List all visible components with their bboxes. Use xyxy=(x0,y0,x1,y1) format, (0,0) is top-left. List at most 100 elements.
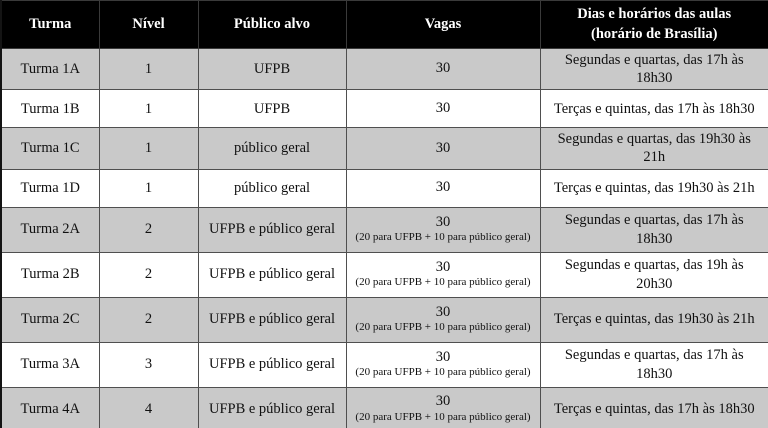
cell-dias-horarios: Terças e quintas, das 17h às 18h30 xyxy=(539,89,768,129)
cell-nivel: 1 xyxy=(98,168,199,208)
vagas-value: 30 xyxy=(435,303,451,320)
vagas-value: 30 xyxy=(435,179,451,196)
cell-publico-alvo: público geral xyxy=(197,127,347,170)
vagas-value: 30 xyxy=(435,348,451,365)
table-row: Turma 3A 3 UFPB e público geral 30 (20 p… xyxy=(0,341,768,388)
vagas-value: 30 xyxy=(435,213,451,230)
cell-publico-alvo: UFPB e público geral xyxy=(197,296,347,343)
cell-publico-alvo: UFPB e público geral xyxy=(197,341,347,388)
table-row: Turma 4A 4 UFPB e público geral 30 (20 p… xyxy=(0,386,768,428)
cell-turma: Turma 4A xyxy=(0,386,100,428)
table-row: Turma 1D 1 público geral 30 Terças e qui… xyxy=(0,168,768,208)
vagas-detail: (20 para UFPB + 10 para público geral) xyxy=(355,321,531,334)
turma-value: Turma 2A xyxy=(20,221,81,238)
publico-value: UFPB e público geral xyxy=(208,356,336,373)
nivel-value: 3 xyxy=(144,356,153,373)
cell-dias-horarios: Segundas e quartas, das 17h às 18h30 xyxy=(539,206,768,253)
table-row: Turma 1A 1 UFPB 30 Segundas e quartas, d… xyxy=(0,47,768,91)
cell-vagas: 30 (20 para UFPB + 10 para público geral… xyxy=(345,296,541,343)
publico-value: público geral xyxy=(233,140,311,157)
nivel-value: 1 xyxy=(144,140,153,157)
cell-dias-horarios: Segundas e quartas, das 17h às 18h30 xyxy=(539,341,768,388)
cell-dias-horarios: Segundas e quartas, das 17h às 18h30 xyxy=(539,47,768,91)
turma-value: Turma 1D xyxy=(20,179,81,196)
table-row: Turma 1B 1 UFPB 30 Terças e quintas, das… xyxy=(0,89,768,129)
dias-value: Segundas e quartas, das 19h30 às 21h xyxy=(557,131,751,166)
cell-turma: Turma 1C xyxy=(0,127,100,170)
table-row: Turma 2A 2 UFPB e público geral 30 (20 p… xyxy=(0,206,768,253)
dias-value: Segundas e quartas, das 19h às 20h30 xyxy=(564,257,744,292)
vagas-detail: (20 para UFPB + 10 para público geral) xyxy=(355,276,531,289)
turma-value: Turma 1A xyxy=(20,61,81,78)
vagas-value: 30 xyxy=(435,100,451,117)
cell-vagas: 30 (20 para UFPB + 10 para público geral… xyxy=(345,206,541,253)
cell-dias-horarios: Terças e quintas, das 17h às 18h30 xyxy=(539,386,768,428)
publico-value: UFPB e público geral xyxy=(208,311,336,328)
cell-nivel: 3 xyxy=(98,341,199,388)
nivel-value: 2 xyxy=(144,221,153,238)
publico-value: público geral xyxy=(233,179,311,196)
header-cell-nivel: Nível xyxy=(98,0,199,49)
nivel-value: 4 xyxy=(144,400,153,417)
cell-vagas: 30 (20 para UFPB + 10 para público geral… xyxy=(345,341,541,388)
cell-dias-horarios: Segundas e quartas, das 19h às 20h30 xyxy=(539,251,768,298)
table-row: Turma 2C 2 UFPB e público geral 30 (20 p… xyxy=(0,296,768,343)
dias-value: Terças e quintas, das 19h30 às 21h xyxy=(553,311,755,328)
vagas-detail: (20 para UFPB + 10 para público geral) xyxy=(355,231,531,244)
header-sublabel: (horário de Brasília) xyxy=(591,25,718,42)
cell-publico-alvo: UFPB e público geral xyxy=(197,206,347,253)
turma-value: Turma 3A xyxy=(20,356,81,373)
turma-value: Turma 2C xyxy=(20,311,80,328)
cell-vagas: 30 (20 para UFPB + 10 para público geral… xyxy=(345,386,541,428)
dias-value: Segundas e quartas, das 17h às 18h30 xyxy=(564,212,744,247)
table-body: Turma 1A 1 UFPB 30 Segundas e quartas, d… xyxy=(0,47,768,428)
nivel-value: 2 xyxy=(144,311,153,328)
turma-value: Turma 1C xyxy=(20,140,80,157)
dias-value: Segundas e quartas, das 17h às 18h30 xyxy=(564,52,744,87)
turma-value: Turma 2B xyxy=(20,266,80,283)
cell-nivel: 2 xyxy=(98,251,199,298)
header-label: Dias e horários das aulas xyxy=(577,5,732,22)
header-label: Nível xyxy=(132,15,165,32)
cell-vagas: 30 xyxy=(345,89,541,129)
cell-publico-alvo: UFPB xyxy=(197,47,347,91)
publico-value: UFPB e público geral xyxy=(208,400,336,417)
cell-publico-alvo: público geral xyxy=(197,168,347,208)
cell-publico-alvo: UFPB xyxy=(197,89,347,129)
cell-turma: Turma 1B xyxy=(0,89,100,129)
cell-turma: Turma 2A xyxy=(0,206,100,253)
cell-vagas: 30 xyxy=(345,168,541,208)
header-cell-vagas: Vagas xyxy=(345,0,541,49)
header-cell-dias-horarios: Dias e horários das aulas (horário de Br… xyxy=(539,0,768,49)
turma-value: Turma 1B xyxy=(20,100,80,117)
cell-turma: Turma 1A xyxy=(0,47,100,91)
header-cell-turma: Turma xyxy=(0,0,100,49)
cell-nivel: 4 xyxy=(98,386,199,428)
cell-turma: Turma 1D xyxy=(0,168,100,208)
dias-value: Terças e quintas, das 17h às 18h30 xyxy=(553,400,755,417)
vagas-value: 30 xyxy=(435,258,451,275)
publico-value: UFPB xyxy=(253,100,291,117)
header-label: Público alvo xyxy=(233,15,311,32)
nivel-value: 1 xyxy=(144,179,153,196)
nivel-value: 2 xyxy=(144,266,153,283)
table-row: Turma 2B 2 UFPB e público geral 30 (20 p… xyxy=(0,251,768,298)
vagas-value: 30 xyxy=(435,393,451,410)
cell-nivel: 1 xyxy=(98,127,199,170)
vagas-detail: (20 para UFPB + 10 para público geral) xyxy=(355,410,531,423)
turma-value: Turma 4A xyxy=(20,400,81,417)
cell-nivel: 2 xyxy=(98,296,199,343)
publico-value: UFPB e público geral xyxy=(208,221,336,238)
dias-value: Segundas e quartas, das 17h às 18h30 xyxy=(564,347,744,382)
nivel-value: 1 xyxy=(144,100,153,117)
nivel-value: 1 xyxy=(144,61,153,78)
cell-dias-horarios: Terças e quintas, das 19h30 às 21h xyxy=(539,168,768,208)
publico-value: UFPB xyxy=(253,61,291,78)
cell-dias-horarios: Terças e quintas, das 19h30 às 21h xyxy=(539,296,768,343)
cell-turma: Turma 2B xyxy=(0,251,100,298)
table-header: Turma Nível Público alvo Vagas Dias e ho… xyxy=(0,0,768,49)
cell-dias-horarios: Segundas e quartas, das 19h30 às 21h xyxy=(539,127,768,170)
dias-value: Terças e quintas, das 19h30 às 21h xyxy=(553,179,755,196)
publico-value: UFPB e público geral xyxy=(208,266,336,283)
